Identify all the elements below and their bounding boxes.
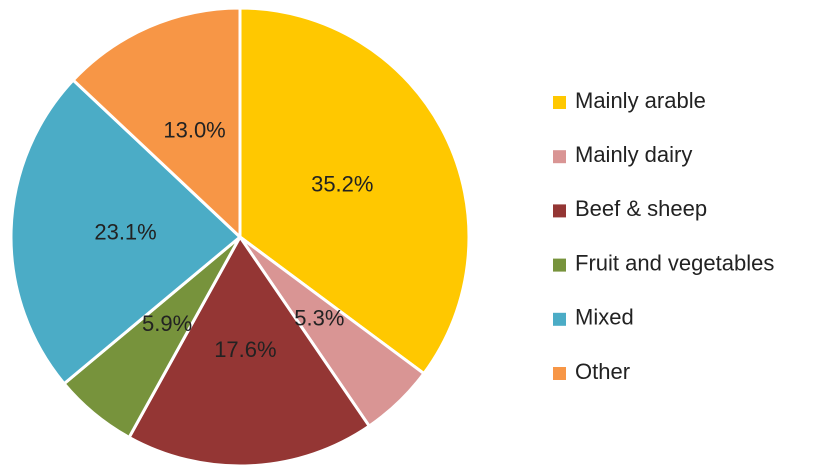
- legend-label: Beef & sheep: [575, 196, 707, 221]
- legend-label: Other: [575, 359, 630, 384]
- legend-swatch: [553, 367, 566, 380]
- legend-label: Mainly dairy: [575, 142, 692, 167]
- legend-swatch: [553, 258, 566, 272]
- data-label: 5.3%: [294, 305, 344, 330]
- legend-label: Fruit and vegetables: [575, 250, 774, 275]
- data-label: 13.0%: [163, 118, 225, 143]
- data-label: 35.2%: [311, 171, 373, 196]
- data-label: 23.1%: [94, 219, 156, 244]
- pie-slice: [9, 77, 243, 386]
- legend-swatch: [553, 312, 566, 326]
- legend-label: Mixed: [575, 305, 634, 330]
- legend-label: Mainly arable: [575, 88, 706, 113]
- legend-swatch: [553, 204, 566, 218]
- pie-slice: [238, 6, 471, 376]
- data-label: 5.9%: [142, 311, 192, 336]
- legend-swatch: [553, 96, 566, 109]
- legend-swatch: [553, 150, 566, 164]
- pie-slice: [71, 6, 242, 241]
- data-label: 17.6%: [214, 337, 276, 362]
